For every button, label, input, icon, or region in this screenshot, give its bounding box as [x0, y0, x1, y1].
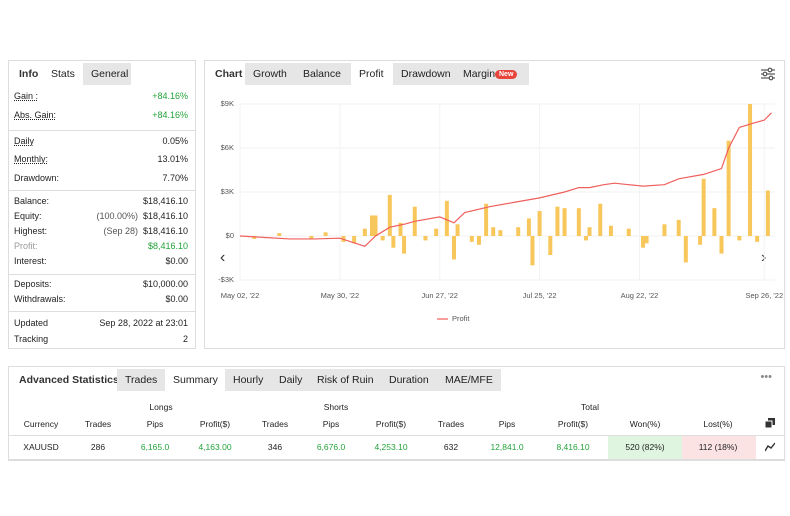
column-header: Trades	[84, 419, 112, 429]
stat-value: $8,416.10	[147, 241, 188, 251]
stat-value: Sep 28, 2022 at 23:01	[99, 318, 188, 328]
chart-tab[interactable]: Chart	[207, 63, 245, 85]
stat-label: Updated	[14, 318, 49, 328]
separator	[9, 130, 195, 131]
stat-value: 13.01%	[157, 154, 188, 164]
stats-tab[interactable]: Trades	[117, 369, 165, 391]
stat-value: $0.00	[165, 294, 188, 304]
stat-value: 0.05%	[162, 136, 188, 146]
stat-value: $18,416.10	[142, 196, 188, 206]
column-header: Pips	[498, 419, 516, 429]
cell: 286	[90, 442, 106, 452]
group-header: Longs	[149, 402, 173, 412]
stat-label: Drawdown:	[14, 173, 60, 183]
info-tab[interactable]: General	[83, 63, 131, 85]
column-header: Lost(%)	[703, 419, 733, 429]
stat-label: Deposits:	[14, 279, 52, 289]
column-header: Pips	[146, 419, 164, 429]
group-header: Total	[581, 402, 599, 412]
stat-value: 2	[182, 334, 188, 344]
stats-tab[interactable]: Summary	[165, 369, 225, 391]
stats-tab[interactable]: Daily	[271, 369, 309, 391]
stat-value: $0.00	[165, 256, 188, 266]
cell: 12,841.0	[490, 442, 524, 452]
separator	[9, 274, 195, 275]
cell: 346	[267, 442, 283, 452]
chart-tab[interactable]: Growth	[245, 63, 295, 85]
info-tab[interactable]: Info	[11, 63, 43, 85]
cell: 4,163.00	[198, 442, 232, 452]
cell: 112 (18%)	[698, 442, 738, 452]
stat-value: $18,416.10	[142, 211, 188, 221]
cell: 6,165.0	[140, 442, 170, 452]
stat-label: Balance:	[14, 196, 50, 206]
cell: XAUUSD	[23, 442, 59, 452]
chart-tab[interactable]: Drawdown	[393, 63, 455, 85]
column-header: Trades	[437, 419, 465, 429]
more-icon[interactable]: •••	[760, 371, 772, 383]
new-badge: New	[495, 70, 518, 79]
stats-tab[interactable]: Risk of Ruin	[309, 369, 381, 391]
chart-tab[interactable]: Balance	[295, 63, 351, 85]
group-header: Shorts	[323, 402, 349, 412]
chart-icon[interactable]	[765, 442, 775, 452]
copy-icon[interactable]	[765, 418, 775, 428]
cell: 632	[443, 442, 459, 452]
settings-icon[interactable]	[760, 67, 776, 81]
column-header: Trades	[261, 419, 289, 429]
won-cell-bg	[608, 435, 682, 459]
column-header: Profit($)	[199, 419, 231, 429]
stat-label: Daily	[14, 136, 35, 146]
stat-label: Withdrawals:	[14, 294, 66, 304]
advanced-panel: ••• Advanced Statistics Trades Summary Hour…	[8, 366, 785, 461]
separator	[9, 311, 195, 312]
stat-label: Gain :	[14, 91, 39, 101]
stats-panel: Info Stats General Gain : +84.16% Abs. Gain: +…	[8, 60, 196, 349]
stats-tab[interactable]: Advanced Statistics	[11, 369, 119, 391]
stat-value: +84.16%	[152, 110, 188, 120]
column-header: Pips	[322, 419, 340, 429]
cell: 520 (82%)	[625, 442, 665, 452]
stat-note: (100.00%)	[96, 211, 138, 221]
separator	[9, 190, 195, 191]
stat-value: +84.16%	[152, 91, 188, 101]
stat-note: (Sep 28)	[103, 226, 138, 236]
cell: 4,253.10	[374, 442, 408, 452]
chart-panel: Chart Growth Balance Profit Drawdown Margin Ne…	[204, 60, 785, 349]
column-header: Won(%)	[629, 419, 661, 429]
cell: 8,416.10	[556, 442, 590, 452]
column-header: Profit($)	[557, 419, 589, 429]
stat-label: Highest:	[14, 226, 48, 236]
stat-label: Tracking	[14, 334, 49, 344]
lost-cell-bg	[682, 435, 756, 459]
column-header: Currency	[23, 419, 59, 429]
stat-label: Abs. Gain:	[14, 110, 57, 120]
cell: 6,676.0	[316, 442, 346, 452]
stats-tab[interactable]: Duration	[381, 369, 437, 391]
stat-label: Profit:	[14, 241, 38, 251]
stat-value: $10,000.00	[142, 279, 188, 289]
stat-label: Equity:	[14, 211, 42, 221]
chart-tab[interactable]: Margin	[455, 63, 529, 85]
stats-tab[interactable]: MAE/MFE	[437, 369, 501, 391]
stat-value: $18,416.10	[142, 226, 188, 236]
column-header: Profit($)	[375, 419, 407, 429]
stat-label: Monthly:	[14, 154, 49, 164]
stat-label: Interest:	[14, 256, 47, 266]
stat-value: 7.70%	[162, 173, 188, 183]
stats-tab[interactable]: Hourly	[225, 369, 271, 391]
chart-tab[interactable]: Profit	[351, 63, 393, 85]
info-tab[interactable]: Stats	[43, 63, 83, 85]
